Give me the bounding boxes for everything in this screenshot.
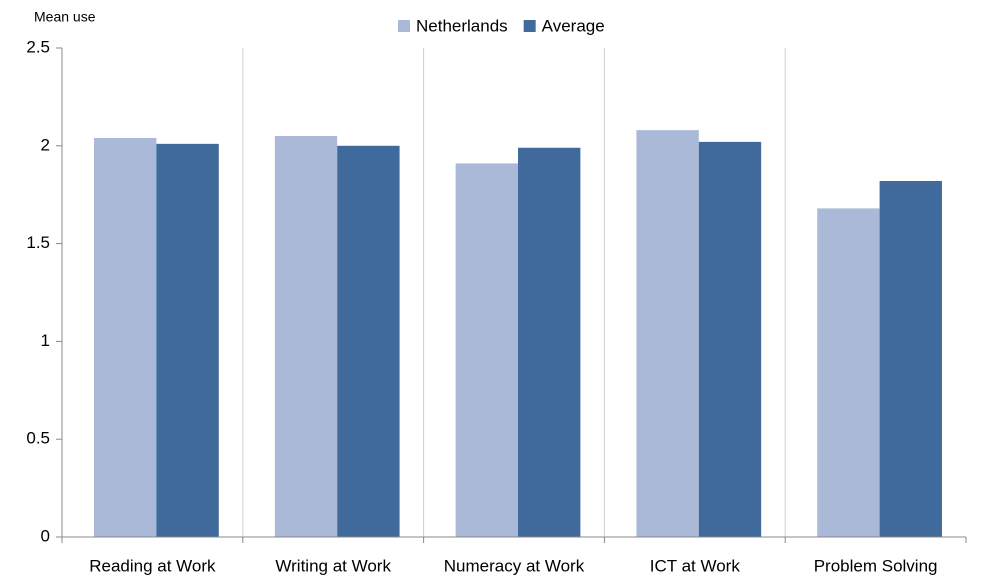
bar (337, 145, 400, 538)
y-tick-label: 1 (41, 331, 50, 350)
legend-swatch (398, 20, 410, 32)
bar (817, 208, 880, 537)
x-tick-label: Reading at Work (89, 556, 216, 575)
bar (518, 147, 581, 538)
y-tick-label: 1.5 (26, 233, 50, 252)
bar (698, 141, 762, 537)
x-tick-label: Problem Solving (814, 556, 938, 575)
x-tick-label: ICT at Work (650, 556, 741, 575)
y-tick-label: 2.5 (26, 37, 50, 56)
x-tick-label: Numeracy at Work (444, 556, 585, 575)
y-axis-label: Mean use (34, 9, 96, 25)
bar (156, 143, 219, 537)
bar (274, 136, 338, 537)
y-tick-label: 0 (41, 526, 50, 545)
legend-swatch (523, 20, 536, 32)
bar (636, 130, 699, 538)
bar (879, 181, 942, 537)
legend-label: Netherlands (416, 16, 508, 35)
x-tick-label: Writing at Work (275, 556, 391, 575)
y-tick-label: 2 (41, 135, 50, 154)
y-tick-label: 0.5 (26, 429, 50, 448)
bar (455, 163, 518, 538)
bar (94, 137, 157, 537)
legend-label: Average (542, 16, 605, 35)
